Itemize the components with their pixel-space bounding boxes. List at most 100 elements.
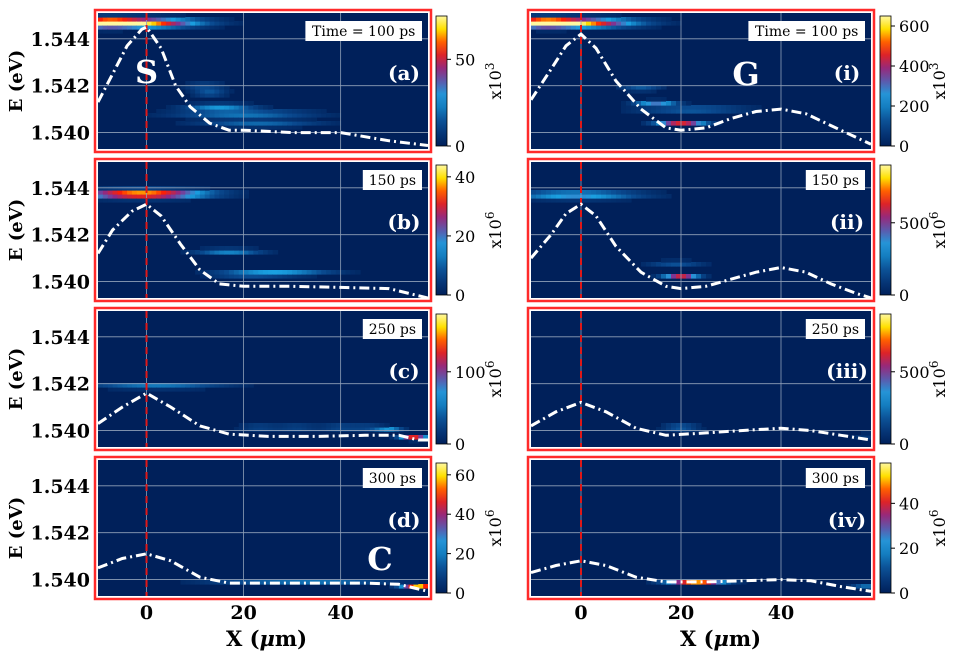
heat-cell — [576, 17, 582, 22]
heat-cell — [616, 85, 622, 90]
region-label: G — [732, 55, 759, 93]
heat-cell — [561, 198, 567, 203]
heatmap — [656, 423, 871, 440]
heat-cell — [631, 105, 637, 110]
heat-cell — [156, 21, 162, 26]
heat-cell — [233, 194, 240, 199]
heat-cell — [151, 190, 157, 195]
heat-cell — [591, 13, 597, 18]
heat-cell — [296, 109, 303, 114]
heat-cell — [165, 194, 172, 199]
heat-cell — [701, 274, 707, 279]
heat-cell — [861, 584, 867, 589]
heat-cell — [641, 194, 647, 199]
heat-cell — [641, 262, 647, 267]
heat-cell — [170, 25, 177, 30]
colorbar-tick-label: 0 — [455, 435, 465, 454]
heat-cell — [292, 125, 298, 130]
heat-cell — [127, 186, 133, 191]
heat-cell — [311, 113, 317, 118]
heat-cell — [566, 21, 572, 26]
heat-cell — [546, 190, 552, 195]
heat-cell — [175, 105, 182, 110]
heat-cell — [175, 198, 182, 203]
heat-cell — [626, 25, 632, 30]
heat-cell — [267, 109, 274, 114]
heat-cell — [243, 117, 250, 122]
heat-cell — [98, 190, 104, 195]
heat-cell — [272, 423, 279, 428]
heat-cell — [243, 109, 250, 114]
heat-cell — [199, 85, 206, 90]
heat-cell — [536, 13, 542, 18]
heat-cell — [224, 17, 230, 22]
x-tick-label: 40 — [327, 602, 353, 624]
heat-cell — [626, 105, 632, 110]
heat-cell — [691, 262, 697, 267]
heat-cell — [112, 17, 119, 22]
time-label-box — [805, 468, 865, 488]
heat-cell — [141, 21, 148, 26]
heat-cell — [606, 13, 612, 18]
heat-cell — [301, 274, 308, 279]
heat-cell — [136, 198, 143, 203]
colorbar-exponent: x106 — [927, 360, 949, 397]
heat-cell — [127, 21, 133, 26]
heat-cell — [248, 117, 254, 122]
heatmap — [531, 13, 762, 126]
heat-cell — [161, 113, 167, 118]
heat-cell — [233, 427, 240, 432]
heat-cell — [360, 427, 366, 432]
heat-cell — [131, 21, 138, 26]
heat-cell — [263, 121, 269, 126]
heat-cell — [180, 25, 186, 30]
heat-cell — [258, 250, 264, 255]
heat-cell — [199, 105, 206, 110]
y-axis-label: E (eV) — [6, 50, 27, 112]
heat-cell — [156, 113, 162, 118]
heat-cell — [746, 109, 752, 114]
heat-cell — [258, 109, 264, 114]
dispersion-curve — [98, 202, 428, 298]
heat-cell — [671, 423, 677, 428]
heat-cell — [263, 274, 269, 279]
heat-cell — [98, 21, 104, 26]
heat-cell — [170, 105, 177, 110]
heat-cell — [350, 427, 356, 432]
heat-cell — [258, 121, 264, 126]
heat-cell — [571, 17, 577, 22]
heat-cell — [112, 387, 119, 392]
heat-cell — [551, 17, 557, 22]
heat-cell — [131, 25, 138, 30]
heat-cell — [98, 186, 104, 191]
heat-cell — [204, 270, 211, 275]
heat-cell — [165, 13, 172, 18]
heat-cell — [107, 190, 114, 195]
heat-cell — [277, 113, 284, 118]
heat-cell — [199, 121, 206, 126]
y-tick-label: 1.540 — [31, 272, 91, 294]
heat-cell — [146, 17, 152, 22]
heat-cell — [701, 105, 707, 110]
heat-cell — [229, 101, 235, 106]
heat-cell — [531, 198, 537, 203]
heat-cell — [340, 423, 347, 428]
heat-cell — [666, 258, 672, 263]
heat-cell — [646, 25, 652, 30]
heat-cell — [661, 105, 667, 110]
heat-cell — [691, 109, 697, 114]
heat-cell — [330, 423, 337, 428]
heat-cell — [258, 423, 264, 428]
heat-cell — [596, 21, 602, 26]
heat-cell — [561, 25, 567, 30]
y-tick-label: 1.542 — [31, 76, 91, 98]
heat-cell — [631, 190, 637, 195]
heat-cell — [413, 439, 419, 444]
heat-cell — [190, 85, 196, 90]
heat-cell — [631, 17, 637, 22]
heat-cell — [606, 25, 612, 30]
heat-cell — [195, 101, 201, 106]
heat-cell — [248, 113, 254, 118]
heat-cell — [596, 25, 602, 30]
heat-cell — [621, 194, 627, 199]
